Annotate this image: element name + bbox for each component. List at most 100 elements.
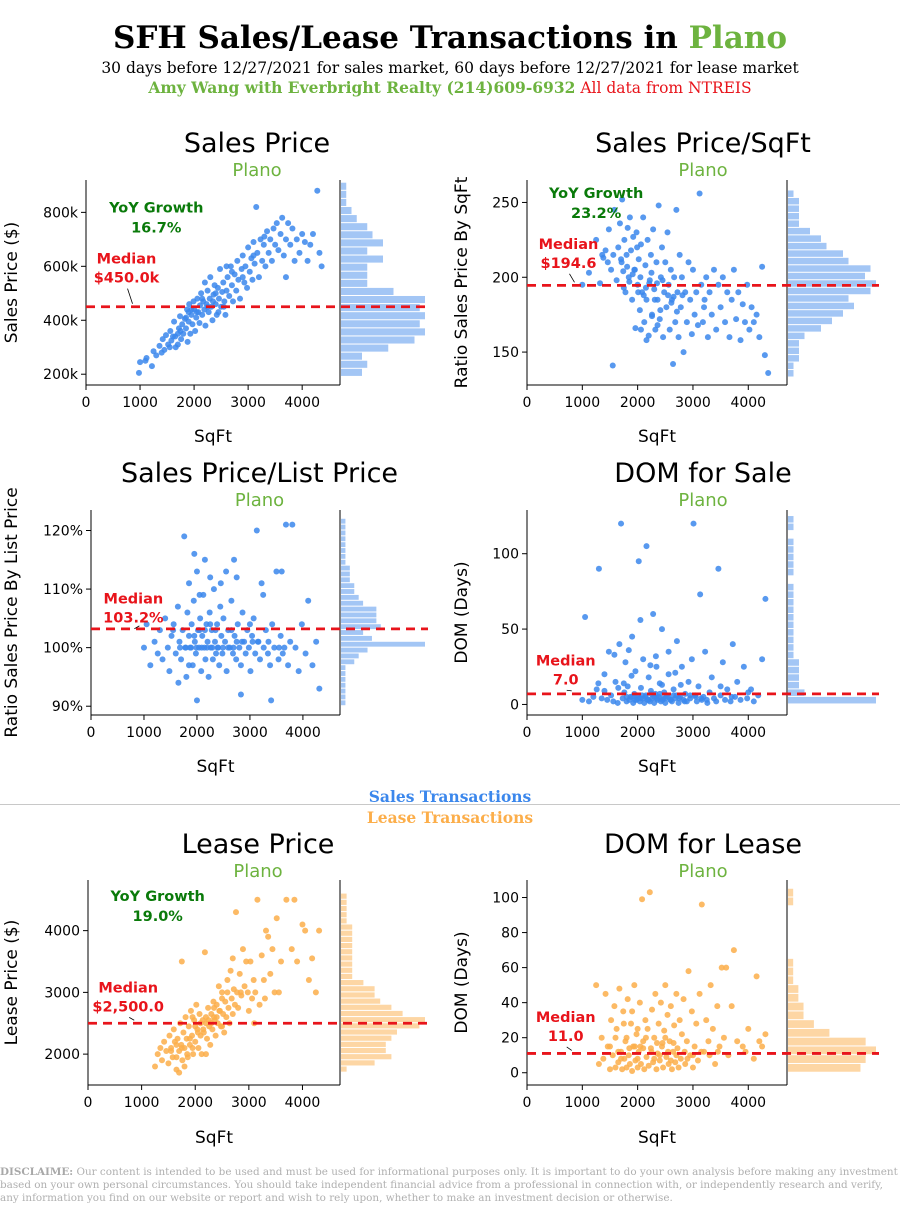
data-point bbox=[625, 1052, 632, 1059]
data-point bbox=[217, 266, 224, 273]
x-tick-label: 2000 bbox=[179, 725, 215, 741]
data-point bbox=[746, 326, 753, 333]
data-point bbox=[697, 591, 704, 598]
data-point bbox=[207, 274, 214, 281]
x-axis-label: SqFt bbox=[638, 1128, 676, 1148]
data-point bbox=[666, 326, 673, 333]
median-arrow bbox=[127, 288, 133, 304]
data-point bbox=[759, 263, 766, 270]
data-point bbox=[712, 1060, 719, 1067]
histogram-bar bbox=[788, 636, 794, 644]
data-point bbox=[695, 683, 702, 690]
histogram-bar bbox=[788, 629, 794, 636]
data-point bbox=[683, 1038, 690, 1045]
data-point bbox=[264, 228, 271, 235]
histogram-bar bbox=[341, 206, 352, 215]
data-point bbox=[191, 632, 198, 639]
histogram-bar bbox=[788, 205, 799, 212]
data-point bbox=[309, 662, 316, 669]
y-tick-label: 0 bbox=[510, 697, 519, 713]
data-point bbox=[202, 322, 209, 329]
chart-title: DOM for Sale bbox=[614, 458, 791, 489]
data-point bbox=[643, 296, 650, 303]
data-point bbox=[220, 615, 227, 622]
median-label: Median bbox=[104, 592, 164, 608]
data-point bbox=[214, 644, 221, 651]
data-point bbox=[265, 249, 272, 256]
data-point bbox=[135, 369, 142, 376]
data-point bbox=[214, 621, 221, 628]
histogram-bar bbox=[341, 635, 372, 641]
credit-line: Amy Wang with Everbright Realty (214)609… bbox=[0, 78, 900, 98]
data-point bbox=[260, 591, 267, 598]
data-point bbox=[162, 615, 169, 622]
data-point bbox=[158, 349, 165, 356]
data-point bbox=[177, 328, 184, 335]
data-point bbox=[215, 309, 222, 316]
data-point bbox=[647, 662, 654, 669]
median-label: Median bbox=[536, 653, 596, 669]
median-arrow bbox=[134, 625, 140, 630]
data-point bbox=[640, 292, 647, 299]
data-point bbox=[260, 977, 267, 984]
data-point bbox=[204, 287, 211, 294]
data-point bbox=[608, 1017, 615, 1024]
data-point bbox=[641, 319, 648, 326]
histogram-bar bbox=[341, 905, 347, 912]
histogram-bar bbox=[788, 523, 794, 531]
x-tick-label: 1000 bbox=[122, 395, 158, 411]
data-point bbox=[703, 696, 710, 703]
data-point bbox=[611, 651, 618, 658]
data-point bbox=[278, 958, 285, 965]
data-point bbox=[671, 1022, 678, 1029]
data-point bbox=[253, 203, 260, 210]
histogram-bar bbox=[341, 998, 381, 1004]
data-point bbox=[184, 1051, 191, 1058]
data-point bbox=[245, 644, 252, 651]
data-point bbox=[693, 698, 700, 705]
legend-sales: Sales Transactions bbox=[368, 787, 532, 806]
chart-subtitle: Plano bbox=[678, 490, 727, 511]
data-point bbox=[624, 996, 631, 1003]
data-point bbox=[620, 1008, 627, 1015]
data-point bbox=[204, 1035, 211, 1042]
data-point bbox=[190, 1051, 197, 1058]
data-point bbox=[234, 257, 241, 264]
histogram-bar bbox=[788, 280, 876, 287]
data-point bbox=[685, 259, 692, 266]
data-point bbox=[192, 328, 199, 335]
histogram-bar bbox=[341, 255, 383, 263]
data-point bbox=[167, 328, 174, 335]
data-point bbox=[231, 556, 238, 563]
data-point bbox=[254, 896, 261, 903]
data-point bbox=[252, 650, 259, 657]
histogram-bar bbox=[788, 561, 794, 568]
histogram-bar bbox=[341, 1023, 420, 1029]
data-point bbox=[723, 964, 730, 971]
data-point bbox=[244, 284, 251, 291]
x-axis-label: SqFt bbox=[196, 757, 234, 777]
data-point bbox=[601, 687, 608, 694]
histogram-bar bbox=[788, 644, 794, 651]
histogram-bar bbox=[788, 370, 794, 377]
data-point bbox=[602, 247, 609, 254]
data-point bbox=[302, 650, 309, 657]
chart-title: Sales Price/List Price bbox=[121, 458, 398, 489]
data-point bbox=[241, 279, 248, 286]
data-point bbox=[222, 311, 229, 318]
data-point bbox=[187, 330, 194, 337]
data-point bbox=[631, 696, 638, 703]
data-point bbox=[267, 662, 274, 669]
data-point bbox=[223, 568, 230, 575]
data-point bbox=[189, 321, 196, 328]
data-point bbox=[147, 662, 154, 669]
data-point bbox=[277, 230, 284, 237]
data-point bbox=[612, 1064, 619, 1071]
y-tick-label: 2000 bbox=[44, 1047, 80, 1063]
data-point bbox=[663, 1053, 670, 1060]
data-point bbox=[623, 251, 630, 258]
data-point bbox=[188, 644, 195, 651]
data-point bbox=[185, 309, 192, 316]
